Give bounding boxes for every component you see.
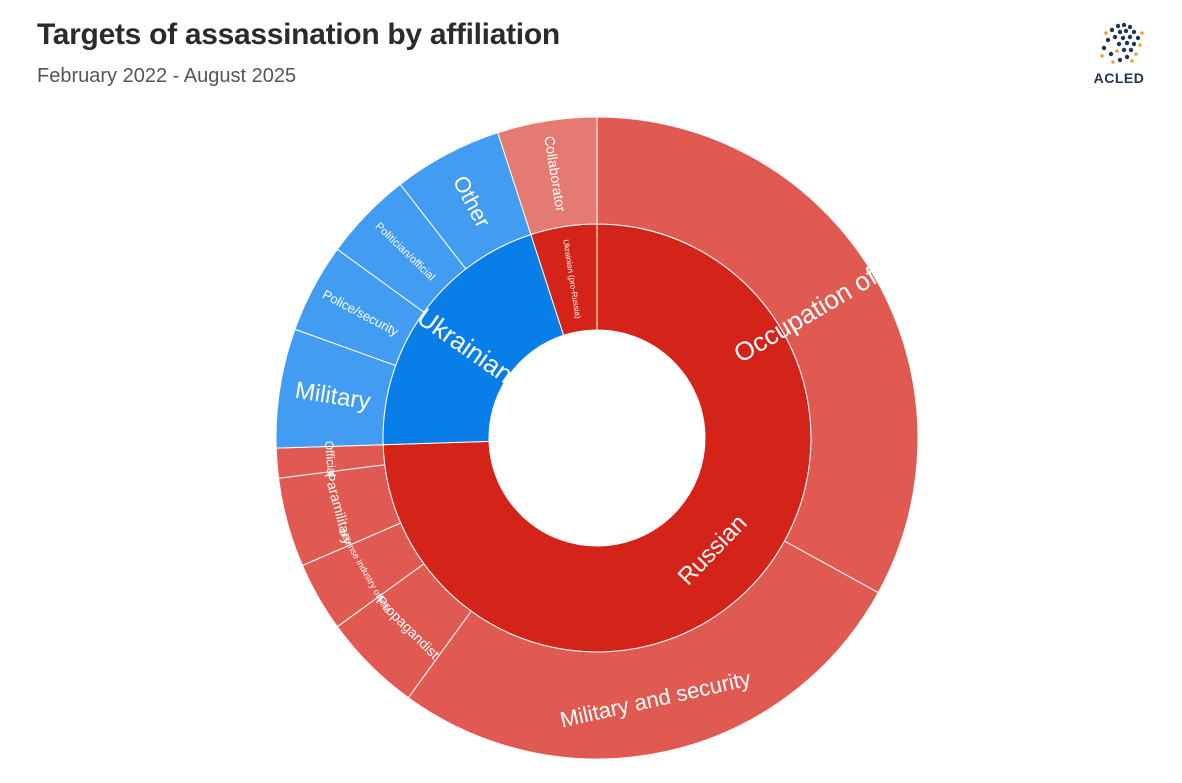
outer-segment-military-and-security[interactable] bbox=[407, 540, 879, 760]
outer-segment-collaborator[interactable] bbox=[497, 116, 598, 236]
outer-label-official: Official bbox=[322, 440, 339, 477]
logo-text: ACLED bbox=[1093, 70, 1145, 86]
acled-logo: ACLED bbox=[1084, 18, 1154, 90]
chart-subtitle: February 2022 - August 2025 bbox=[37, 65, 297, 87]
outer-segment-occupation-official[interactable] bbox=[596, 116, 919, 594]
globe-dots-icon bbox=[1100, 22, 1144, 64]
chart-title: Targets of assassination by affiliation bbox=[37, 18, 560, 51]
